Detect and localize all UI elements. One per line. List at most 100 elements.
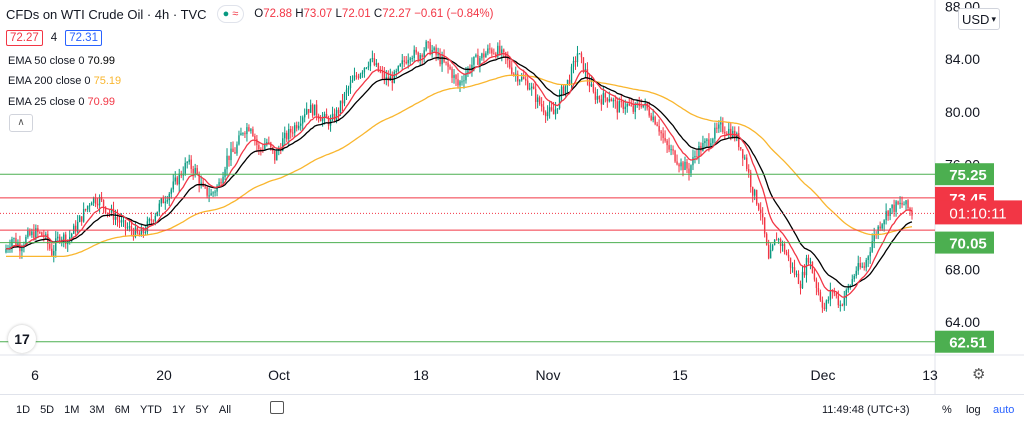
- candle-body: [305, 109, 308, 115]
- candle-body: [423, 50, 425, 58]
- candle-body: [616, 101, 618, 113]
- candle-body: [242, 133, 244, 135]
- candle-body: [859, 263, 861, 268]
- candle-body: [712, 138, 714, 144]
- settings-gear-icon[interactable]: ⚙: [972, 366, 986, 383]
- x-tick-label: 6: [31, 367, 39, 383]
- range-1y[interactable]: 1Y: [171, 404, 186, 416]
- ema200-line: [6, 74, 913, 258]
- level-price-tag[interactable]: [935, 231, 994, 254]
- candle-body: [53, 250, 55, 256]
- candle-body: [761, 212, 764, 218]
- level-price-tag[interactable]: [935, 163, 994, 186]
- candle-body: [166, 200, 168, 202]
- candle-body: [417, 52, 419, 61]
- candle-body: [437, 54, 439, 56]
- candle-body: [668, 145, 670, 150]
- candle-body: [31, 231, 33, 236]
- candle-body: [379, 71, 382, 73]
- candle-body: [399, 64, 401, 67]
- candle-body: [523, 77, 525, 79]
- collapse-indicators-chevron-up-icon[interactable]: ∧: [9, 114, 33, 132]
- candle-body: [815, 279, 818, 289]
- candle-body: [69, 236, 71, 240]
- candle-body: [624, 106, 626, 110]
- candle-body: [572, 60, 575, 67]
- candle-body: [120, 220, 123, 223]
- candle-body: [809, 261, 812, 263]
- currency-selector[interactable]: USD ▾: [958, 8, 1000, 30]
- candle-body: [676, 161, 678, 165]
- market-status-pill[interactable]: ● ≈: [216, 5, 245, 23]
- candle-body: [471, 64, 473, 71]
- range-ytd[interactable]: YTD: [139, 404, 162, 416]
- candle-body: [578, 53, 581, 55]
- candle-body: [325, 114, 328, 119]
- x-tick-label: 13: [922, 367, 938, 383]
- range-5y[interactable]: 5Y: [195, 404, 209, 416]
- candle-body: [176, 177, 178, 185]
- indicator-ema25[interactable]: EMA 25 close 0 70.99: [8, 96, 116, 108]
- candle-body: [525, 78, 527, 81]
- candle-body: [190, 159, 192, 169]
- x-tick-label: Oct: [268, 367, 290, 383]
- range-5d[interactable]: 5D: [40, 404, 55, 416]
- level-price-label: 75.25: [949, 167, 987, 184]
- level-price-tag[interactable]: [935, 330, 994, 353]
- candle-body: [425, 41, 427, 51]
- candle-body: [666, 140, 668, 146]
- clock-timezone[interactable]: 11:49:48 (UTC+3): [822, 404, 910, 416]
- range-1d[interactable]: 1D: [16, 404, 31, 416]
- ask-button[interactable]: 72.31: [65, 30, 102, 46]
- range-1m[interactable]: 1M: [64, 404, 80, 416]
- percent-scale-toggle[interactable]: %: [942, 404, 952, 416]
- indicator-ema200[interactable]: EMA 200 close 0 75.19: [8, 75, 122, 87]
- candle-body: [845, 289, 847, 299]
- candle-body: [116, 216, 119, 220]
- bid-button[interactable]: 72.27: [6, 30, 43, 46]
- candle-body: [742, 149, 744, 159]
- candle-body: [174, 177, 176, 182]
- candle-body: [84, 209, 87, 211]
- candle-body: [168, 193, 170, 201]
- indicator-ema50[interactable]: EMA 50 close 0 70.99: [8, 55, 116, 67]
- candle-body: [59, 236, 61, 241]
- calendar-goto-icon[interactable]: [270, 401, 284, 414]
- candle-body: [622, 101, 624, 110]
- candle-body: [349, 82, 352, 89]
- candle-body: [27, 230, 29, 237]
- log-scale-toggle[interactable]: log: [966, 404, 981, 416]
- range-all[interactable]: All: [218, 404, 232, 416]
- candle-body: [491, 49, 493, 54]
- range-6m[interactable]: 6M: [114, 404, 130, 416]
- y-tick-label: 68.00: [945, 262, 980, 278]
- candle-body: [791, 267, 794, 269]
- candle-body: [300, 123, 302, 126]
- range-3m[interactable]: 3M: [89, 404, 105, 416]
- candle-body: [847, 287, 849, 290]
- bottom-toolbar: 1D 5D 1M 3M 6M YTD 1Y 5Y All 11:49:48 (U…: [0, 394, 1024, 423]
- chart-canvas[interactable]: 88.0084.0080.0076.0068.0064.00620Oct18No…: [0, 0, 1024, 394]
- candle-body: [421, 55, 423, 58]
- auto-scale-toggle[interactable]: auto: [993, 404, 1015, 416]
- candle-body: [515, 73, 517, 75]
- candle-body: [33, 231, 35, 239]
- candle-body: [290, 128, 292, 133]
- candle-body: [726, 133, 728, 135]
- candle-body: [343, 93, 346, 104]
- candle-body: [222, 176, 224, 184]
- candle-body: [499, 45, 501, 54]
- candle-body: [150, 218, 153, 221]
- candle-body: [108, 212, 111, 214]
- candle-body: [323, 114, 326, 118]
- candle-body: [877, 226, 879, 235]
- candle-body: [592, 84, 595, 92]
- candle-body: [294, 125, 296, 133]
- candle-body: [264, 144, 266, 150]
- candle-body: [67, 239, 69, 245]
- candle-body: [385, 77, 388, 80]
- candle-body: [363, 67, 366, 73]
- candle-body: [274, 150, 276, 161]
- symbol-title[interactable]: CFDs on WTI Crude Oil · 4h · TVC: [6, 6, 207, 22]
- candle-body: [232, 148, 234, 153]
